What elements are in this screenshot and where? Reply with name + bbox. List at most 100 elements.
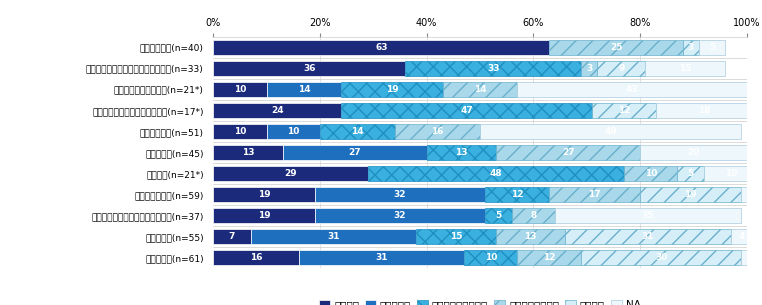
- Bar: [640, 187, 741, 202]
- Text: 27: 27: [562, 148, 575, 157]
- Bar: [213, 187, 315, 202]
- Bar: [624, 166, 677, 181]
- Text: 49: 49: [604, 127, 617, 136]
- Bar: [213, 229, 251, 244]
- Bar: [699, 40, 725, 55]
- Bar: [741, 187, 762, 202]
- Bar: [581, 250, 741, 265]
- Bar: [464, 250, 517, 265]
- Text: 19: 19: [258, 211, 271, 220]
- Bar: [517, 82, 747, 97]
- Text: 9: 9: [618, 64, 625, 73]
- Bar: [581, 61, 597, 76]
- Legend: 多かった, 少しあった, どちらともいえない, ほとんどなかった, なかった, NA: 多かった, 少しあった, どちらともいえない, ほとんどなかった, なかった, …: [315, 296, 645, 305]
- Bar: [640, 145, 747, 160]
- Text: 16: 16: [431, 127, 443, 136]
- Bar: [427, 145, 496, 160]
- Bar: [485, 208, 512, 223]
- Text: 14: 14: [351, 127, 363, 136]
- Text: 12: 12: [618, 106, 630, 115]
- Text: 15: 15: [679, 64, 692, 73]
- Text: 4: 4: [738, 232, 744, 241]
- Bar: [267, 82, 341, 97]
- Bar: [368, 166, 624, 181]
- Bar: [496, 145, 640, 160]
- Bar: [213, 250, 299, 265]
- Bar: [213, 124, 267, 139]
- Text: 3: 3: [687, 43, 694, 52]
- Bar: [299, 250, 464, 265]
- Text: 32: 32: [394, 190, 406, 199]
- Text: 19: 19: [684, 190, 697, 199]
- Bar: [251, 229, 416, 244]
- Text: 3: 3: [586, 64, 593, 73]
- Bar: [512, 208, 555, 223]
- Bar: [213, 103, 341, 118]
- Text: 20: 20: [687, 148, 700, 157]
- Bar: [213, 166, 368, 181]
- Bar: [395, 124, 480, 139]
- Text: 12: 12: [543, 253, 555, 262]
- Text: 19: 19: [386, 85, 399, 94]
- Bar: [656, 103, 752, 118]
- Text: 10: 10: [725, 169, 737, 178]
- Bar: [683, 40, 699, 55]
- Text: 24: 24: [271, 106, 283, 115]
- Text: 63: 63: [375, 43, 388, 52]
- Text: 15: 15: [450, 232, 463, 241]
- Text: 18: 18: [698, 106, 710, 115]
- Bar: [213, 82, 267, 97]
- Bar: [213, 40, 549, 55]
- Text: 7: 7: [229, 232, 235, 241]
- Bar: [213, 145, 283, 160]
- Text: 27: 27: [348, 148, 361, 157]
- Bar: [704, 166, 757, 181]
- Text: 10: 10: [287, 127, 299, 136]
- Text: 14: 14: [298, 85, 310, 94]
- Text: 48: 48: [490, 169, 502, 178]
- Text: 33: 33: [487, 64, 500, 73]
- Bar: [565, 229, 731, 244]
- Text: 13: 13: [242, 148, 255, 157]
- Text: 19: 19: [258, 190, 271, 199]
- Bar: [555, 208, 741, 223]
- Text: 10: 10: [485, 253, 497, 262]
- Bar: [741, 250, 752, 265]
- Bar: [315, 208, 485, 223]
- Text: 13: 13: [524, 232, 537, 241]
- Text: 12: 12: [511, 190, 523, 199]
- Bar: [320, 124, 395, 139]
- Text: 10: 10: [645, 169, 657, 178]
- Text: 30: 30: [655, 253, 668, 262]
- Bar: [341, 103, 592, 118]
- Text: 8: 8: [530, 211, 536, 220]
- Text: 31: 31: [642, 232, 655, 241]
- Bar: [315, 187, 485, 202]
- Bar: [549, 40, 683, 55]
- Bar: [597, 61, 645, 76]
- Text: 5: 5: [687, 169, 694, 178]
- Text: 43: 43: [626, 85, 639, 94]
- Bar: [213, 61, 405, 76]
- Text: 16: 16: [250, 253, 262, 262]
- Text: 10: 10: [234, 85, 246, 94]
- Bar: [283, 145, 427, 160]
- Text: 29: 29: [284, 169, 297, 178]
- Text: 35: 35: [642, 211, 655, 220]
- Bar: [443, 82, 517, 97]
- Bar: [677, 166, 704, 181]
- Bar: [416, 229, 496, 244]
- Bar: [341, 82, 443, 97]
- Text: 31: 31: [375, 253, 388, 262]
- Bar: [517, 250, 581, 265]
- Bar: [267, 124, 320, 139]
- Text: 5: 5: [495, 211, 502, 220]
- Bar: [592, 103, 656, 118]
- Text: 31: 31: [327, 232, 340, 241]
- Text: 14: 14: [474, 85, 486, 94]
- Bar: [549, 187, 640, 202]
- Bar: [485, 187, 549, 202]
- Text: 47: 47: [460, 106, 473, 115]
- Text: 13: 13: [455, 148, 468, 157]
- Text: 25: 25: [610, 43, 623, 52]
